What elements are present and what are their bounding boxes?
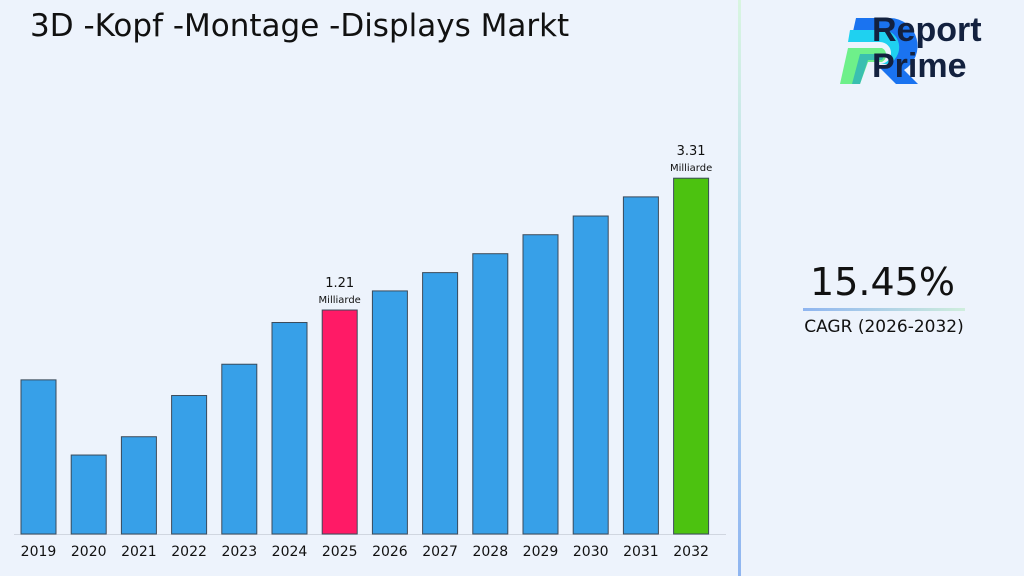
cagr-label: CAGR (2026-2032) — [804, 317, 964, 337]
bar-2025 — [321, 309, 358, 535]
x-tick-label: 2026 — [372, 544, 408, 560]
x-tick-label: 2023 — [221, 544, 257, 560]
bar-2022 — [171, 395, 208, 535]
bar-2029 — [522, 234, 559, 535]
chart-title: 3D -Kopf -Montage -Displays Markt — [30, 8, 570, 44]
x-tick-label: 2022 — [171, 544, 207, 560]
bar-2020 — [70, 454, 107, 535]
brand-line-2: Prime — [872, 47, 967, 85]
data-label-value: 3.31 — [677, 144, 706, 159]
bar-2031 — [622, 196, 659, 535]
bar-chart: 2019 2020 2021 2022 2023 2024 2025 1.21 Milliard… — [14, 144, 726, 560]
x-tick-label: 2029 — [523, 544, 559, 560]
bar-2021 — [120, 436, 157, 535]
data-label-unit: Milliarde — [319, 295, 361, 306]
x-tick-label: 2024 — [272, 544, 308, 560]
x-tick-label: 2032 — [673, 544, 709, 560]
x-tick-label: 2030 — [573, 544, 609, 560]
brand-name: Report Prime — [872, 12, 982, 84]
x-tick-label: 2019 — [21, 544, 57, 560]
bar-2024 — [271, 322, 308, 535]
bar-2027 — [422, 272, 459, 535]
data-label-value: 1.21 — [325, 276, 354, 291]
x-tick-label: 2020 — [71, 544, 107, 560]
x-tick-label: 2031 — [623, 544, 659, 560]
bar-2030 — [572, 215, 609, 535]
x-tick-label: 2028 — [472, 544, 508, 560]
x-tick-label: 2025 — [322, 544, 358, 560]
x-tick-label: 2027 — [422, 544, 458, 560]
cagr-value: 15.45% — [810, 260, 955, 304]
x-tick-label: 2021 — [121, 544, 157, 560]
cagr-underline — [803, 308, 965, 311]
report-prime-logo-icon — [840, 18, 918, 84]
data-label-unit: Milliarde — [670, 163, 712, 174]
bar-2023 — [221, 363, 258, 535]
bar-2028 — [472, 253, 509, 535]
bar-2019 — [20, 379, 57, 535]
bar-2026 — [371, 290, 408, 535]
divider — [738, 0, 741, 576]
brand-line-1: Report — [872, 11, 982, 49]
bar-2032 — [673, 177, 710, 535]
